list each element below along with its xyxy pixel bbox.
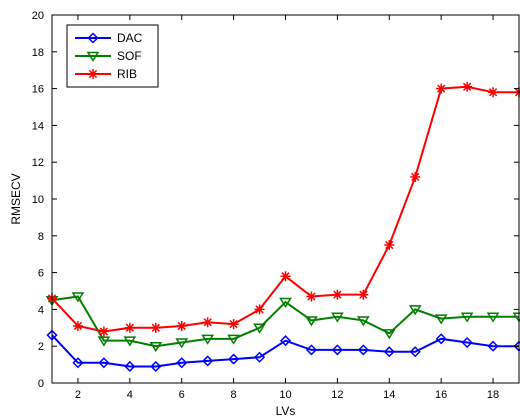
data-point-rib — [176, 320, 187, 331]
data-point-rib — [410, 171, 421, 182]
y-tick-label: 12 — [32, 157, 44, 169]
y-tick-label: 10 — [32, 194, 44, 206]
data-point-rib — [384, 240, 395, 250]
y-tick-label: 6 — [38, 268, 44, 280]
y-tick-label: 8 — [38, 231, 44, 243]
y-tick-label: 16 — [32, 84, 44, 96]
legend-label-dac: DAC — [117, 31, 143, 45]
data-point-dac — [202, 355, 214, 367]
data-point-rib — [462, 81, 473, 92]
legend-marker-sof — [86, 51, 100, 62]
data-point-rib — [202, 317, 213, 328]
data-point-dac — [409, 346, 421, 358]
data-point-sof — [175, 338, 189, 349]
data-point-sof — [123, 336, 137, 347]
data-point-rib — [150, 322, 161, 333]
y-tick-label: 20 — [32, 10, 44, 22]
data-point-rib — [72, 320, 83, 331]
x-tick-label: 10 — [279, 389, 291, 401]
data-point-sof — [71, 292, 85, 303]
data-point-dac — [228, 353, 240, 365]
y-tick-label: 2 — [38, 341, 44, 353]
x-tick-label: 18 — [487, 389, 499, 401]
legend-marker-dac — [87, 32, 99, 44]
legend-marker-rib — [88, 69, 98, 79]
data-point-dac — [435, 333, 447, 345]
legend-entry-dac: DAC — [75, 31, 143, 45]
data-point-rib — [228, 319, 239, 330]
legend-swatch-rib — [75, 69, 111, 79]
data-point-sof — [227, 334, 240, 345]
x-tick-label: 12 — [331, 389, 343, 401]
data-point-sof — [434, 314, 448, 325]
ticks-layer: 0 2 4 6 8 10 12 14 16 18 20 2 4 6 8 10 12 14 16 18 — [32, 10, 519, 401]
data-point-dac — [279, 335, 292, 347]
data-point-sof — [149, 341, 163, 353]
series-line-sof — [51, 295, 519, 348]
legend: DAC SOF RIB — [66, 24, 159, 88]
data-point-rib — [358, 289, 369, 300]
x-tick-label: 14 — [383, 389, 395, 401]
y-tick-label: 4 — [38, 304, 44, 316]
data-point-dac — [124, 360, 136, 373]
y-tick-label: 18 — [32, 47, 44, 59]
data-point-rib — [436, 83, 447, 94]
series-layer — [45, 81, 520, 373]
data-point-dac — [331, 344, 343, 356]
data-point-sof — [97, 336, 111, 347]
data-point-dac — [305, 344, 318, 356]
legend-entry-sof: SOF — [75, 49, 142, 63]
series-line-dac — [51, 334, 519, 368]
legend-label-sof: SOF — [117, 49, 142, 63]
legend-entry-rib: RIB — [75, 67, 137, 81]
data-point-sof — [486, 312, 500, 323]
data-point-dac — [176, 357, 188, 369]
data-point-sof — [253, 323, 266, 334]
x-tick-label: 16 — [435, 389, 447, 401]
data-point-rib — [280, 271, 291, 282]
data-point-dac — [72, 357, 84, 369]
y-tick-label: 14 — [32, 120, 44, 132]
x-tick-label: 8 — [231, 389, 237, 401]
data-point-rib — [488, 87, 499, 98]
data-point-sof — [460, 312, 474, 323]
data-point-dac — [150, 360, 162, 373]
series-line-rib — [51, 85, 519, 333]
data-point-sof — [305, 316, 318, 327]
data-point-sof — [331, 312, 344, 323]
data-point-rib — [254, 304, 265, 315]
legend-label-rib: RIB — [117, 67, 137, 81]
data-point-dac — [487, 340, 499, 352]
x-tick-label: 2 — [75, 389, 81, 401]
x-tick-label: 4 — [127, 389, 133, 401]
legend-swatch-dac — [75, 32, 111, 44]
data-point-dac — [461, 336, 473, 349]
data-point-rib — [124, 322, 135, 333]
data-point-dac — [98, 357, 110, 369]
y-axis-title: RMSECV — [9, 173, 23, 224]
y-tick-label: 0 — [38, 378, 44, 390]
data-point-rib — [98, 326, 109, 337]
data-point-dac — [253, 351, 266, 363]
data-point-sof — [382, 329, 396, 340]
data-point-dac — [357, 344, 369, 356]
data-point-sof — [408, 305, 422, 316]
data-point-sof — [201, 334, 215, 345]
x-axis-title: LVs — [276, 404, 296, 418]
data-point-dac — [383, 346, 395, 358]
legend-swatch-sof — [75, 51, 111, 62]
data-point-sof — [356, 316, 370, 327]
data-point-rib — [306, 291, 317, 302]
data-point-sof — [279, 297, 292, 308]
data-point-rib — [332, 289, 343, 300]
x-tick-label: 6 — [179, 389, 185, 401]
